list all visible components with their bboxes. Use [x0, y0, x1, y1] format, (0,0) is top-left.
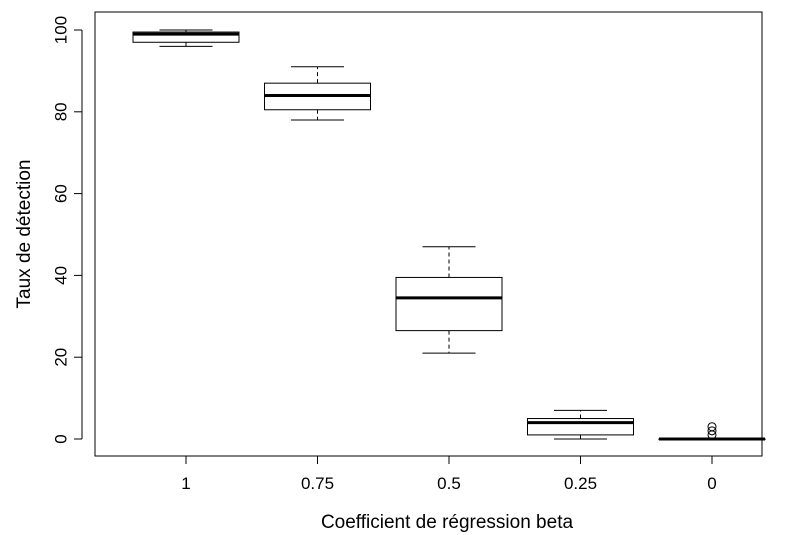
- y-tick-label: 20: [51, 348, 70, 367]
- x-tick-label: 1: [181, 474, 190, 493]
- y-tick-label: 80: [51, 102, 70, 121]
- x-tick-label: 0.5: [437, 474, 461, 493]
- x-tick-label: 0.75: [301, 474, 334, 493]
- y-tick-label: 60: [51, 184, 70, 203]
- y-axis: 0 20 40 60 80 100: [51, 16, 83, 444]
- y-tick-label: 0: [51, 434, 70, 443]
- x-tick-label: 0.25: [564, 474, 597, 493]
- box-0.25: [527, 409, 634, 440]
- x-axis-title: Coefficient de régression beta: [321, 512, 574, 533]
- chart-marks: [132, 29, 766, 441]
- y-axis-title: Taux de détection: [14, 160, 35, 309]
- box-1: [132, 29, 240, 47]
- y-tick-label: 40: [51, 266, 70, 285]
- box-iqr: [527, 418, 634, 436]
- box-0: [658, 422, 766, 441]
- box-iqr: [395, 276, 503, 332]
- x-axis: 1 0.75 0.5 0.25 0: [181, 455, 717, 493]
- box-iqr: [132, 31, 240, 43]
- y-tick-label: 100: [51, 16, 70, 44]
- outlier-point: [707, 422, 717, 432]
- box-0.5: [395, 246, 503, 354]
- x-tick-label: 0: [707, 474, 716, 493]
- outlier-point: [707, 426, 717, 436]
- plot-frame: [94, 11, 763, 457]
- box-0.75: [264, 66, 371, 121]
